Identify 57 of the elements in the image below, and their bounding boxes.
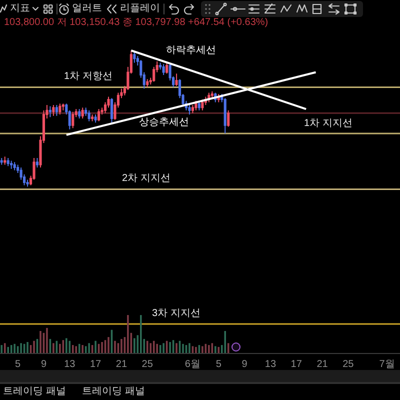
- candlestick: [91, 114, 94, 122]
- x-tick-label: 21: [316, 359, 328, 370]
- x-tick-label: 9: [40, 359, 47, 370]
- candlestick: [188, 104, 191, 115]
- candlestick: [94, 114, 97, 124]
- ref-line-label: 1차 지지선: [304, 118, 352, 129]
- candlestick: [48, 106, 52, 118]
- x-tick-label: 17: [90, 359, 102, 370]
- candlestick: [201, 99, 204, 111]
- candlestick: [36, 158, 39, 168]
- candlestick: [133, 51, 136, 64]
- text: 리플레이: [120, 3, 160, 15]
- x-tick-label: 5: [216, 359, 222, 370]
- candlestick: [224, 98, 226, 134]
- candlestick: [198, 100, 200, 111]
- candlestick: [55, 104, 58, 116]
- x-tick-label: 25: [142, 359, 154, 370]
- candlestick: [6, 158, 10, 167]
- x-tick-label: 6월: [184, 359, 200, 370]
- ref-line-label: 3차 지지선: [152, 308, 200, 319]
- candlestick: [162, 64, 165, 76]
- candlestick: [166, 62, 168, 74]
- candlestick: [10, 160, 13, 170]
- series-label: 상승추세선: [139, 117, 189, 128]
- text: 얼러트: [72, 3, 102, 15]
- candlestick: [72, 111, 74, 129]
- candlestick: [4, 156, 6, 166]
- candlestick: [97, 108, 100, 122]
- x-tick-label: 13: [64, 359, 76, 370]
- x-tick-label: 13: [264, 359, 276, 370]
- series-label: 하락추세선: [166, 45, 216, 56]
- candlestick: [0, 158, 3, 166]
- candlestick: [52, 104, 55, 116]
- candlestick: [191, 104, 194, 114]
- candlestick: [210, 90, 214, 99]
- candlestick: [175, 73, 178, 86]
- candlestick: [194, 100, 198, 111]
- candlestick: [110, 98, 114, 124]
- candlestick: [13, 162, 16, 171]
- text: 지표: [10, 3, 30, 15]
- ref-line-label: 1차 저항선: [64, 71, 112, 82]
- x-tick-label: 21: [116, 359, 128, 370]
- candlestick: [81, 107, 84, 120]
- candlestick: [146, 78, 149, 88]
- candlestick: [58, 103, 62, 115]
- candlestick: [62, 103, 64, 111]
- x-tick-label: 5: [15, 359, 22, 370]
- x-tick-label: 7월: [379, 359, 395, 370]
- ref-line-label: 2차 지지선: [122, 173, 170, 184]
- x-tick-label: 17: [290, 359, 302, 370]
- x-tick-label: 9: [242, 359, 248, 370]
- candlestick: [88, 110, 90, 122]
- x-tick-label: 25: [342, 359, 354, 370]
- text: 트레이딩 패널: [3, 386, 66, 398]
- text: 트레이딩 패널: [82, 386, 145, 398]
- candlestick: [78, 108, 81, 120]
- candlestick: [227, 110, 230, 128]
